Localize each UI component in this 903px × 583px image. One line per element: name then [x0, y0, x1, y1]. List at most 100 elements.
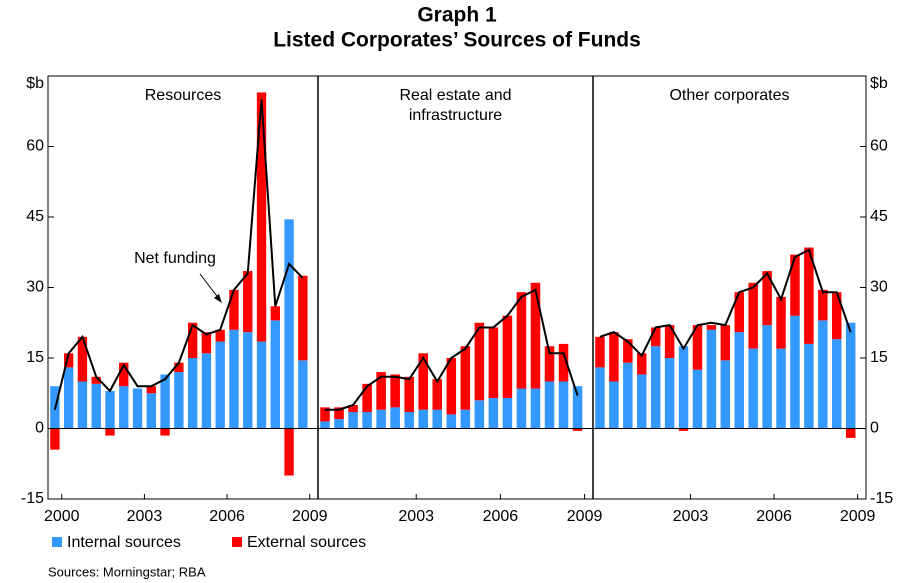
bar	[474, 400, 485, 429]
net-funding-line	[599, 248, 852, 358]
bar	[678, 428, 689, 431]
bar	[174, 362, 184, 373]
bar	[270, 320, 280, 429]
panel-title: Resources	[145, 87, 221, 104]
bar	[404, 412, 414, 429]
bar	[762, 271, 772, 326]
bar	[502, 397, 513, 429]
bar	[91, 383, 101, 429]
bar	[320, 421, 330, 429]
bar	[418, 409, 428, 429]
bar	[516, 388, 527, 429]
bar	[404, 376, 414, 413]
y-tick-label: 60	[870, 138, 888, 155]
bar	[432, 379, 443, 410]
bar	[243, 332, 253, 429]
y-tick-label: 45	[26, 208, 44, 225]
bar	[474, 322, 485, 401]
bar	[77, 381, 88, 429]
bar	[334, 419, 344, 429]
bar	[320, 407, 330, 422]
net-funding-line	[53, 99, 304, 410]
bar	[63, 367, 74, 429]
bar	[256, 92, 267, 342]
y-tick-label: 30	[870, 279, 888, 296]
bar	[637, 353, 647, 375]
bar	[160, 428, 170, 436]
bar	[516, 292, 527, 389]
plot-frame	[47, 75, 867, 500]
bar	[348, 412, 358, 429]
bar	[544, 381, 555, 429]
bar	[460, 409, 471, 429]
bar	[558, 343, 569, 382]
bar	[572, 386, 583, 429]
bar	[734, 332, 744, 429]
x-tick-label: 2003	[127, 508, 163, 525]
y-tick-label: 0	[870, 420, 879, 437]
bar	[362, 383, 372, 413]
bar	[776, 296, 786, 349]
bar	[160, 374, 170, 429]
bar	[174, 372, 184, 429]
legend-swatch	[232, 537, 242, 547]
panel-title: Other corporates	[669, 87, 789, 104]
bar	[256, 341, 267, 429]
y-axis-label: $b	[870, 75, 888, 92]
bar	[595, 367, 605, 429]
legend-swatch	[52, 537, 62, 547]
bar	[187, 322, 198, 358]
bar	[650, 327, 661, 347]
bar	[146, 393, 156, 429]
bar	[376, 372, 386, 410]
bar	[390, 374, 400, 408]
bar	[748, 348, 758, 429]
y-tick-label: 15	[26, 349, 44, 366]
bar	[544, 346, 555, 382]
bar	[284, 428, 294, 476]
bar	[692, 369, 703, 429]
bar	[572, 428, 583, 431]
bar	[50, 428, 60, 450]
bar	[119, 386, 129, 429]
bar	[706, 329, 717, 429]
bar	[298, 275, 308, 361]
x-tick-label: 2009	[567, 508, 603, 525]
bar	[818, 320, 828, 429]
y-tick-label: -15	[870, 490, 893, 507]
x-tick-label: 2006	[209, 508, 245, 525]
bar	[609, 381, 619, 429]
bar	[390, 407, 400, 429]
y-axis-label: $b	[26, 75, 44, 92]
bar	[706, 325, 717, 330]
bar	[488, 327, 499, 398]
bar	[720, 360, 731, 429]
bar	[804, 247, 814, 344]
y-tick-label: 30	[26, 279, 44, 296]
bar	[229, 289, 239, 330]
x-tick-label: 2003	[398, 508, 434, 525]
bar	[530, 282, 541, 389]
legend-label: External sources	[247, 534, 366, 551]
bar	[734, 292, 744, 333]
bar	[105, 390, 115, 429]
bar	[376, 409, 386, 429]
panel-title: Real estate and infrastructure	[399, 87, 511, 124]
bar	[664, 358, 675, 429]
chart-subtitle: Listed Corporates’ Sources of Funds	[273, 29, 641, 52]
bar	[790, 315, 800, 429]
chart-title: Graph 1	[417, 4, 497, 27]
bar	[595, 336, 605, 368]
annotation-arrowhead	[214, 294, 222, 303]
source-note: Sources: Morningstar; RBA	[48, 564, 206, 579]
bar	[105, 428, 115, 436]
bar	[692, 325, 703, 370]
bar	[623, 339, 633, 363]
bar	[348, 405, 358, 413]
bar	[432, 409, 443, 429]
bar	[201, 353, 212, 429]
bar	[270, 306, 280, 321]
legend-label: Internal sources	[67, 534, 181, 551]
y-tick-label: 45	[870, 208, 888, 225]
